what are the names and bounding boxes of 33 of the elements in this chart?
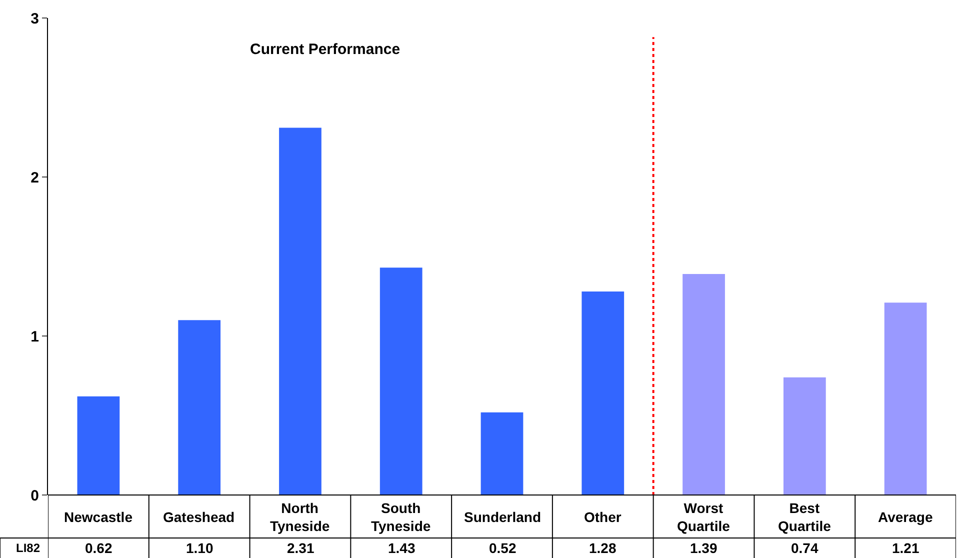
data-label: 1.10 (186, 540, 214, 556)
data-label: 0.74 (791, 540, 818, 556)
data-label: 0.62 (85, 540, 112, 556)
bar (884, 302, 927, 495)
bar (582, 291, 624, 495)
x-tick-label: Sunderland (464, 509, 542, 525)
text: LI82 (16, 541, 40, 555)
bar (77, 396, 120, 495)
x-tick-label: Other (584, 509, 622, 525)
bar (783, 377, 826, 495)
y-tick-label: 3 (30, 10, 39, 28)
y-tick-label: 0 (30, 487, 39, 504)
bar (380, 268, 422, 495)
x-tick-label: Average (878, 509, 933, 525)
y-tick-label: 1 (30, 328, 39, 346)
x-tick-label: North Tyneside (270, 500, 330, 534)
x-tick-label: Newcastle (64, 509, 133, 525)
data-label: 0.52 (489, 540, 516, 556)
data-label: 1.28 (589, 540, 616, 556)
x-tick-label: Gateshead (163, 509, 235, 525)
x-tick-label: Worst Quartile (677, 500, 730, 534)
bar (480, 412, 524, 495)
bar (279, 128, 322, 495)
bar (682, 274, 725, 495)
text: Current Performance (250, 41, 400, 58)
data-label: 1.39 (690, 540, 718, 556)
x-tick-label: Best Quartile (778, 500, 832, 534)
y-tick-label: 2 (30, 169, 39, 186)
data-label: 2.31 (287, 540, 314, 556)
bar (178, 320, 221, 495)
data-label: 1.21 (892, 540, 920, 556)
data-label: 1.43 (388, 540, 416, 556)
x-tick-label: South Tyneside (371, 500, 431, 534)
